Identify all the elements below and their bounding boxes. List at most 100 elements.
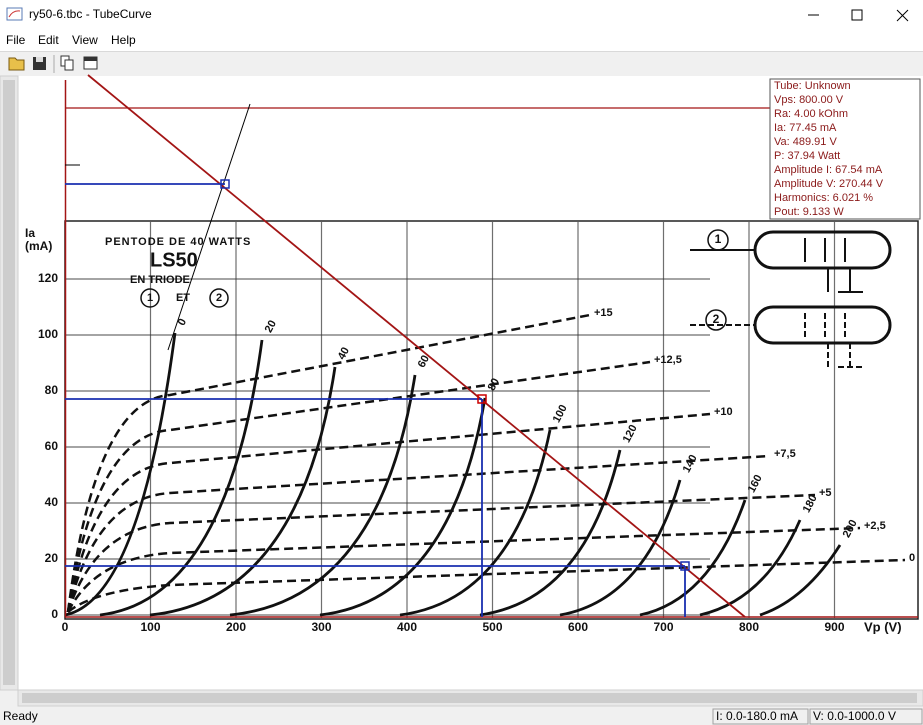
pentode-label: +10 [714,406,733,418]
pentode-curve [66,454,771,613]
save-button[interactable] [33,57,46,70]
y-tick-label: 40 [45,495,59,509]
pentode-label: +15 [594,307,613,319]
info-line: Ia: 77.45 mA [774,122,837,134]
operating-point [477,394,487,404]
x-tick-label: 900 [824,620,844,634]
triode-label: 80 [486,376,502,392]
menu-item[interactable]: View [72,33,98,47]
x-tick-label: 100 [140,620,160,634]
triode-curve [399,429,552,617]
status-pane [809,708,923,725]
y-tick-label: 100 [38,327,58,341]
triode-label: 20 [263,318,279,334]
info-line: Amplitude I: 67.54 mA [774,164,883,176]
app-icon [6,7,23,21]
info-line: Tube: Unknown [774,80,851,92]
pin-circle [140,288,160,308]
x-tick-label: 500 [482,620,502,634]
pentode-curve [66,313,591,613]
x-tick-label: 600 [568,620,588,634]
triode-curve [559,479,682,617]
menu-item[interactable]: File [6,33,26,47]
pentode-label: +2,5 [864,520,886,532]
x-tick-label: 400 [397,620,417,634]
status-pane [712,708,809,725]
info-line: Harmonics: 6.021 % [774,192,873,204]
scroll-thumb[interactable] [3,80,15,685]
triode-label: 0 [176,317,189,328]
pentode-label: +5 [819,487,832,499]
diagram-label: 2 [713,312,720,326]
tube-symbol [690,313,863,368]
info-line: Pout: 9.133 W [774,206,844,218]
triode-label: 40 [336,345,352,361]
info-line: P: 37.94 Watt [774,150,840,162]
window-button[interactable] [83,56,98,70]
triode-curve [639,499,747,617]
info-line: Ra: 4.00 kOhm [774,108,848,120]
x-tick-label: 0 [62,620,69,634]
voltage-range: V: 0.0-1000.0 V [813,709,896,723]
pentode-label: +12,5 [654,354,682,366]
x-tick-label: 800 [739,620,759,634]
triode-curve [149,366,337,617]
title-bar [0,0,923,30]
pentode-label: 0 [909,552,915,564]
y-tick-label: 120 [38,271,58,285]
triode-curve [759,544,842,617]
pentode-curve [66,412,711,613]
pentode-label: +7,5 [774,448,796,460]
toolbar [0,52,923,75]
triode-curve [229,374,417,617]
x-tick-label: 300 [311,620,331,634]
y-axis-label: (mA) [25,239,52,253]
diagram-circle [705,309,727,331]
tangent-line [167,103,251,351]
x-tick-label: 200 [226,620,246,634]
status-bar [0,707,923,725]
x-tick-label: 700 [653,620,673,634]
operating-point [220,179,230,189]
overlay [64,74,918,618]
triode-curve [319,397,487,617]
y-axis-label: Ia [25,226,35,240]
y-tick-label: 20 [45,551,59,565]
copy-button[interactable] [60,55,74,71]
status-text: Ready [3,709,38,723]
diagram-label: 1 [715,232,722,246]
pin-label: 2 [216,292,222,304]
tube-symbol [690,238,863,293]
mode-label: EN TRIODE [130,274,190,286]
tube-name: LS50 [150,249,198,271]
open-button[interactable] [8,57,25,71]
y-tick-label: 0 [51,607,58,621]
info-box [769,78,921,220]
menu-item[interactable]: Edit [38,33,59,47]
menu-bar [0,30,923,51]
y-tick-label: 60 [45,439,59,453]
scroll-thumb[interactable] [22,693,917,703]
graph-title: PENTODE DE 40 WATTS [105,236,251,248]
triode-curve [99,339,264,617]
pentode-curve [66,526,861,613]
operating-point [680,561,690,571]
maximize-button[interactable] [851,9,863,21]
menu-item[interactable]: Help [111,33,136,47]
pin-label: 1 [147,292,153,304]
info-line: Va: 489.91 V [774,136,837,148]
info-line: Vps: 800.00 V [774,94,844,106]
close-button[interactable] [896,9,909,22]
x-axis-label: Vp (V) [864,619,902,634]
pin-label: ET [176,292,190,304]
scanned-graph: 0 100 200 300 400 500 600 700 800 900020406080100… [25,220,919,634]
pentode-curve [66,493,816,613]
triode-curve [699,519,802,617]
window-title: ry50-6.tbc - TubeCurve [29,7,152,21]
info-line: Amplitude V: 270.44 V [774,178,884,190]
y-tick-label: 80 [45,383,59,397]
load-line [87,74,746,618]
triode-label: 60 [416,353,432,369]
